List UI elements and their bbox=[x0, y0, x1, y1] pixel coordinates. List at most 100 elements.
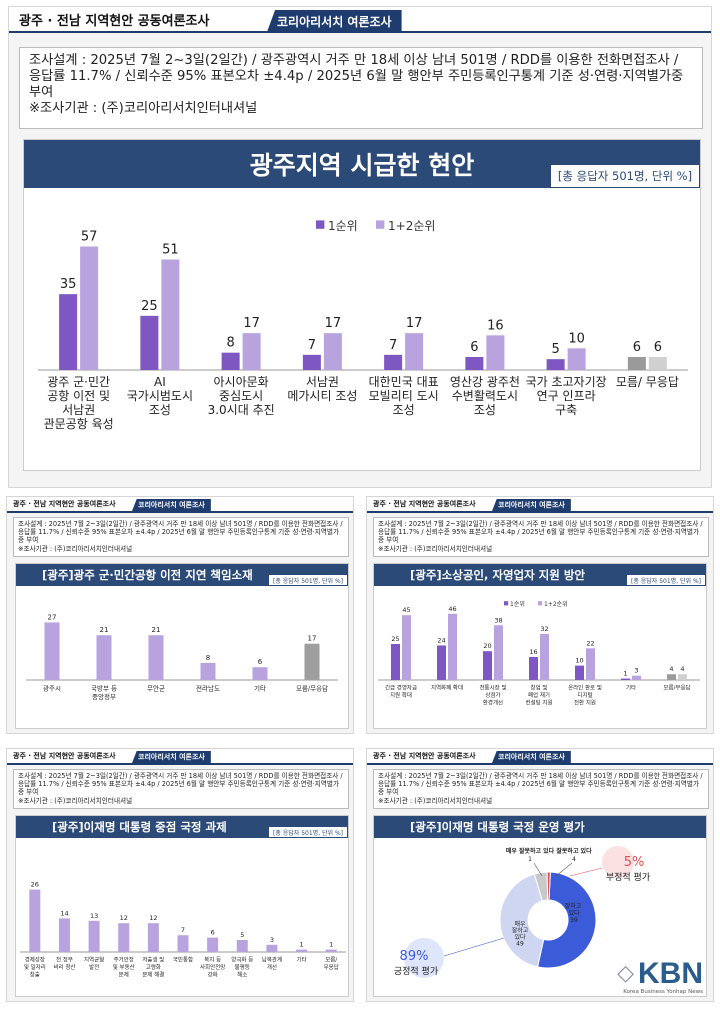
bar bbox=[242, 333, 261, 370]
positive-label: 긍정적 평가 bbox=[394, 965, 438, 977]
legend-label: 1순위 bbox=[328, 219, 358, 233]
tick-label: 전라남도 bbox=[196, 684, 220, 693]
panel-a-chart: [광주]광주 군·민간공항 이전 지연 책임소재 [총 응답자 501명, 단위… bbox=[15, 563, 349, 729]
leader-line bbox=[533, 862, 543, 877]
data-label: 46 bbox=[448, 605, 456, 613]
bar bbox=[323, 333, 342, 370]
tick-label: 대한민국 대표 모빌리티 도시 조성 bbox=[369, 375, 439, 417]
tick-label: 국가 초고자기장 연구 인프라 구축 bbox=[526, 375, 607, 417]
tick-label: 저출생 및 고령화 문제 해결 bbox=[142, 956, 164, 979]
panel-b-title: [광주]소상공인, 자영업자 지원 방안 bbox=[410, 568, 586, 582]
tick-label: 기타 bbox=[296, 956, 306, 964]
bar bbox=[161, 259, 180, 370]
tick-label: 온라인 판로 및 디지털 전환 지원 bbox=[568, 684, 602, 707]
main-chart-title: 광주지역 시급한 현안 bbox=[249, 151, 475, 180]
tick-label: 긴급 경영자금 지원 확대 bbox=[385, 684, 417, 700]
bar bbox=[448, 613, 457, 680]
main-chart-unit: [총 응답자 501명, 단위 %] bbox=[550, 164, 700, 188]
panel-c-unit: [총 응답자 501명, 단위 %] bbox=[268, 826, 348, 838]
bar bbox=[627, 357, 646, 370]
data-label: 4 bbox=[680, 665, 684, 673]
data-label: 14 bbox=[60, 909, 68, 917]
tick-label: 광주 군·민간 공항 이전 및 서남권 관문공항 육성 bbox=[44, 375, 114, 431]
bar bbox=[252, 667, 268, 680]
bar bbox=[177, 935, 189, 952]
sheet-b: 광주 · 전남 지역현안 공동여론조사 코리아리서치 여론조사 조사설계 : 2… bbox=[366, 496, 714, 734]
data-label: 45 bbox=[402, 606, 410, 614]
panel-d-title: [광주]이재명 대통령 국정 운영 평가 bbox=[410, 820, 585, 834]
panel-b-chart: [광주]소상공인, 자영업자 지원 방안 [총 응답자 501명, 단위 %] … bbox=[373, 563, 707, 729]
tick-label: 아시아문화 중심도시 3.0시대 추진 bbox=[208, 375, 275, 417]
bar bbox=[586, 648, 595, 680]
sheet-d-header: 광주 · 전남 지역현안 공동여론조사 코리아리서치 여론조사 bbox=[367, 749, 713, 765]
tick-label: 서남권 메가시티 조성 bbox=[287, 375, 357, 403]
bar bbox=[486, 335, 505, 370]
tick-label: 기타 bbox=[626, 684, 636, 692]
bar bbox=[540, 633, 549, 680]
data-label: 5 bbox=[551, 342, 559, 357]
tick-label: 복지 등 사회안전망 강화 bbox=[200, 956, 225, 979]
sheet-c: 광주 · 전남 지역현안 공동여론조사 코리아리서치 여론조사 조사설계 : 2… bbox=[6, 748, 354, 1002]
method-design: 조사설계 : 2025년 7월 2~3일(2일간) / 광주광역시 거주 만 1… bbox=[18, 772, 343, 797]
main-chart-panel: 광주지역 시급한 현안 [총 응답자 501명, 단위 %] 1순위 1+2순위 3… bbox=[23, 139, 701, 471]
panel-b-titlebar: [광주]소상공인, 자영업자 지원 방안 bbox=[374, 564, 706, 586]
data-label: 17 bbox=[406, 316, 423, 331]
bar bbox=[391, 644, 400, 680]
method-agency: ※조사기관 : (주)코리아리서치인터내셔널 bbox=[18, 544, 133, 553]
bar bbox=[221, 352, 240, 370]
tick-label: 주거안정 및 부동산 문제 bbox=[113, 956, 135, 979]
negative-label: 부정적 평가 bbox=[606, 871, 650, 883]
positive-value: 89% bbox=[400, 949, 429, 964]
data-label: 38 bbox=[494, 616, 502, 624]
tick-label: 창업 및 폐업 재기 컨설팅 지원 bbox=[525, 684, 552, 707]
panel-d-titlebar: [광주]이재명 대통령 국정 운영 평가 bbox=[374, 816, 706, 838]
leader-line bbox=[555, 862, 573, 877]
bar bbox=[667, 674, 676, 680]
data-label: 4 bbox=[669, 665, 673, 673]
sheet-d: 광주 · 전남 지역현안 공동여론조사 코리아리서치 여론조사 조사설계 : 2… bbox=[366, 748, 714, 1002]
data-label: 1 bbox=[329, 941, 333, 949]
tick-label: 광주시 bbox=[43, 685, 61, 693]
bar bbox=[465, 357, 484, 370]
method-agency: ※조사기관 : (주)코리아리서치인터내셔널 bbox=[29, 101, 258, 116]
tick-label: 모름/무응답 bbox=[324, 957, 339, 972]
header-badge: 코리아리서치 여론조사 bbox=[492, 499, 571, 511]
data-label: 1 bbox=[623, 670, 627, 678]
panel-c-chart: [광주]이재명 대통령 중점 국정 과제 [총 응답자 501명, 단위 %] … bbox=[15, 815, 349, 997]
method-design: 조사설계 : 2025년 7월 2~3일(2일간) / 광주광역시 거주 만 1… bbox=[378, 520, 703, 545]
data-label: 32 bbox=[540, 625, 548, 633]
data-label: 16 bbox=[487, 318, 504, 333]
legend-swatch bbox=[376, 220, 385, 229]
data-label: 7 bbox=[389, 338, 397, 353]
tick-label: 지역균형 발전 bbox=[84, 956, 104, 972]
bar bbox=[325, 949, 337, 952]
bar bbox=[384, 354, 403, 370]
data-label: 24 bbox=[437, 636, 445, 644]
legend-label: 1순위 bbox=[510, 600, 525, 608]
sheet-c-header: 광주 · 전남 지역현안 공동여론조사 코리아리서치 여론조사 bbox=[7, 749, 353, 765]
data-label: 27 bbox=[48, 613, 57, 621]
header-title: 광주 · 전남 지역현안 공동여론조사 bbox=[373, 500, 476, 508]
bar bbox=[567, 348, 586, 370]
bar bbox=[80, 246, 99, 370]
data-label: 22 bbox=[586, 639, 594, 647]
data-label: 8 bbox=[226, 336, 234, 351]
tick-label: 모름/무응답 bbox=[296, 685, 328, 693]
panel-d-donut-chart: 매우 잘하고 있다 49 잘하고 있다 39 매우 잘못하고 있다1 잘못하고 있다4 89%긍… bbox=[394, 846, 650, 978]
bar bbox=[575, 665, 584, 680]
main-sheet: 광주 · 전남 지역현안 공동여론조사 코리아리서치 여론조사 조사설계 : 2… bbox=[8, 6, 712, 488]
bar bbox=[546, 359, 565, 370]
survey-method: 조사설계 : 2025년 7월 2~3일(2일간) / 광주광역시 거주 만 1… bbox=[19, 47, 703, 129]
data-label: 25 bbox=[141, 299, 158, 314]
bar bbox=[96, 635, 112, 680]
data-label: 25 bbox=[391, 635, 399, 643]
bar bbox=[483, 651, 492, 680]
panel-c-title: [광주]이재명 대통령 중점 국정 과제 bbox=[52, 820, 227, 834]
leader-line bbox=[569, 867, 603, 877]
bar bbox=[140, 315, 159, 370]
survey-method: 조사설계 : 2025년 7월 2~3일(2일간) / 광주광역시 거주 만 1… bbox=[373, 517, 709, 557]
negative-value: 5% bbox=[624, 855, 645, 870]
slice-label: 잘하고 있다 39 bbox=[565, 902, 583, 924]
